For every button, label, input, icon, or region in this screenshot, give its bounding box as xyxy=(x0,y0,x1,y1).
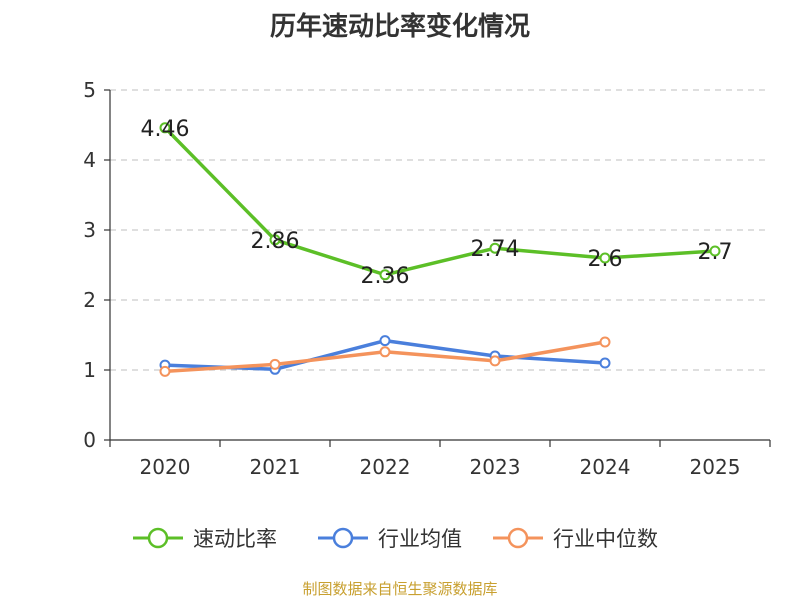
data-point xyxy=(379,335,391,347)
data-label: 2.6 xyxy=(588,247,623,272)
x-tick-label: 2023 xyxy=(470,455,521,479)
data-point xyxy=(269,234,281,246)
x-tick-label: 2021 xyxy=(250,455,301,479)
data-labels: 4.46 2.86 2.36 2.74 2.6 2.7 xyxy=(141,117,733,289)
legend-label: 行业中位数 xyxy=(553,527,658,551)
legend-label: 速动比率 xyxy=(193,527,277,551)
data-point xyxy=(709,245,721,257)
data-point xyxy=(599,252,611,264)
x-tick-label: 2024 xyxy=(580,455,631,479)
legend: 速动比率 行业均值 行业中位数 xyxy=(133,527,658,551)
data-point xyxy=(379,346,391,358)
data-point xyxy=(489,355,501,367)
y-tick-label: 2 xyxy=(83,288,96,312)
x-tick-label: 2020 xyxy=(140,455,191,479)
y-tick-label: 1 xyxy=(83,358,96,382)
data-label: 2.7 xyxy=(698,240,733,265)
data-point xyxy=(379,269,391,281)
legend-marker xyxy=(507,527,529,549)
legend-marker xyxy=(147,527,169,549)
data-point xyxy=(159,365,171,377)
series-lines xyxy=(159,122,721,377)
y-tick-label: 3 xyxy=(83,218,96,242)
y-tick-label: 4 xyxy=(83,148,96,172)
legend-marker xyxy=(332,527,354,549)
y-tick-label: 0 xyxy=(83,428,96,452)
data-label: 2.36 xyxy=(361,264,410,289)
data-point xyxy=(159,122,171,134)
source-note: 制图数据来自恒生聚源数据库 xyxy=(302,580,498,598)
data-point xyxy=(269,358,281,370)
legend-label: 行业均值 xyxy=(378,527,462,551)
data-label: 4.46 xyxy=(141,117,190,142)
data-point xyxy=(489,242,501,254)
data-point xyxy=(599,357,611,369)
y-tick-label: 5 xyxy=(83,78,96,102)
grid-lines xyxy=(110,89,770,371)
x-tick-label: 2025 xyxy=(690,455,741,479)
data-label: 2.86 xyxy=(251,229,300,254)
axes: 0 1 2 3 4 5 2020 2021 2022 2023 2024 2025 xyxy=(83,78,771,479)
data-point xyxy=(599,336,611,348)
series-line-0 xyxy=(163,126,716,277)
x-tick-label: 2022 xyxy=(360,455,411,479)
data-label: 2.74 xyxy=(471,237,520,262)
chart-title: 历年速动比率变化情况 xyxy=(269,12,530,42)
